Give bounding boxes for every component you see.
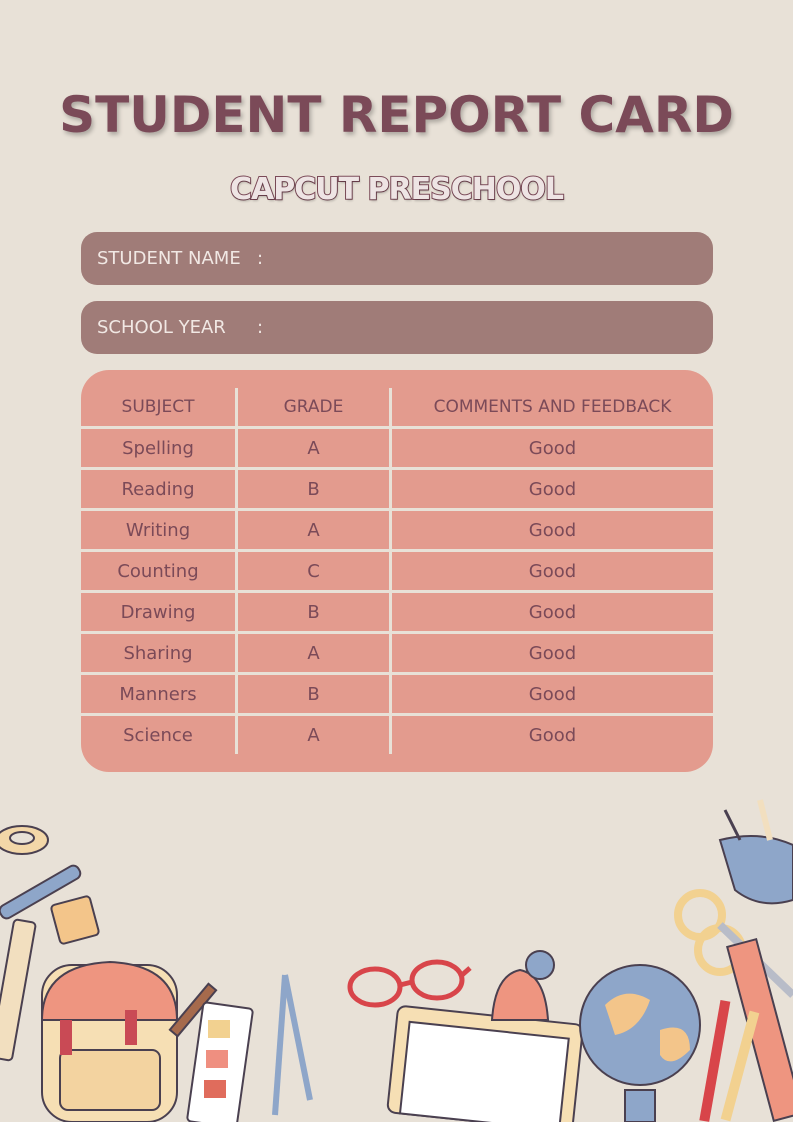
cell-subject: Science [123, 724, 193, 746]
student-name-field[interactable]: STUDENT NAME : [81, 232, 713, 285]
cell-comment: Good [389, 470, 713, 508]
header-grade: GRADE [235, 388, 389, 426]
table-row: Reading B Good [81, 467, 713, 508]
cell-grade: A [235, 716, 389, 754]
glasses-icon [347, 959, 472, 1008]
cell-grade: A [235, 634, 389, 672]
cell-comment: Good [389, 716, 713, 754]
school-supplies-illustration [0, 799, 793, 1122]
table-row: Sharing A Good [81, 631, 713, 672]
cell-grade: B [235, 470, 389, 508]
cell-grade: A [235, 511, 389, 549]
paint-palette-icon [186, 1001, 254, 1122]
cell-subject: Writing [125, 519, 191, 541]
cell-grade: A [235, 429, 389, 467]
table-row: Spelling A Good [81, 426, 713, 467]
table-header: SUBJECT GRADE COMMENTS AND FEEDBACK [81, 388, 713, 426]
tape-icon [0, 825, 49, 855]
table-row: Counting C Good [81, 549, 713, 590]
sharpener-icon [50, 895, 100, 945]
school-year-separator: : [257, 317, 264, 338]
table-row: Science A Good [81, 713, 713, 754]
cell-subject: Spelling [122, 437, 194, 459]
cell-subject: Manners [119, 683, 197, 705]
school-year-field[interactable]: SCHOOL YEAR : [81, 301, 713, 354]
table-row: Writing A Good [81, 508, 713, 549]
student-name-label: STUDENT NAME [97, 248, 241, 269]
pencil-icon [168, 982, 218, 1038]
globe-icon [579, 964, 701, 1122]
cell-comment: Good [389, 429, 713, 467]
school-year-label: SCHOOL YEAR [97, 317, 226, 338]
cell-subject: Counting [117, 560, 199, 582]
cell-comment: Good [389, 634, 713, 672]
cutter-icon [0, 918, 37, 1062]
pen-icon [0, 864, 82, 920]
cell-comment: Good [389, 552, 713, 590]
student-name-separator: : [257, 248, 264, 269]
cell-comment: Good [389, 511, 713, 549]
cell-grade: B [235, 675, 389, 713]
cell-grade: B [235, 593, 389, 631]
cell-subject: Drawing [120, 601, 196, 623]
bell-icon [490, 950, 555, 1021]
pencil-cup-icon [718, 799, 793, 905]
table-row: Manners B Good [81, 672, 713, 713]
cell-subject: Sharing [123, 642, 193, 664]
book-icon [386, 1005, 584, 1122]
table-row: Drawing B Good [81, 590, 713, 631]
cell-grade: C [235, 552, 389, 590]
page-title: STUDENT REPORT CARD [59, 86, 734, 144]
cell-subject: Reading [121, 478, 195, 500]
cell-comment: Good [389, 593, 713, 631]
header-subject: SUBJECT [121, 397, 195, 417]
school-name: CAPCUT PRESCHOOL [229, 171, 565, 208]
backpack-icon [40, 960, 179, 1122]
pencil-icon [699, 1000, 760, 1122]
grades-table: SUBJECT GRADE COMMENTS AND FEEDBACK Spel… [81, 370, 713, 772]
header-comments: COMMENTS AND FEEDBACK [389, 388, 713, 426]
cell-comment: Good [389, 675, 713, 713]
compass-icon [272, 974, 313, 1116]
